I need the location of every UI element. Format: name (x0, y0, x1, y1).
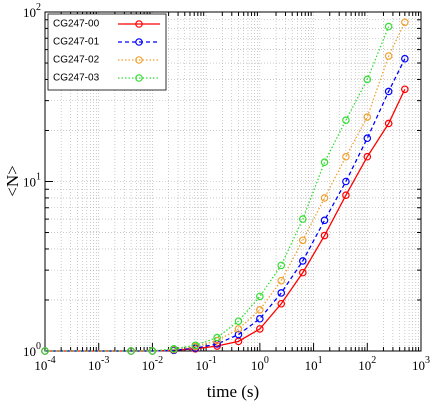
legend-marker (135, 38, 143, 46)
marker (363, 134, 372, 143)
marker (298, 257, 307, 265)
marker (363, 113, 372, 121)
y-tick-label: 102 (23, 2, 41, 20)
marker (213, 336, 221, 345)
marker (320, 194, 329, 202)
x-axis-label: time (s) (207, 382, 259, 401)
legend-label: CG247-02 (53, 55, 100, 66)
marker (213, 333, 221, 342)
x-tick-label: 100 (251, 355, 269, 373)
marker (342, 152, 350, 161)
marker (298, 215, 307, 223)
marker (127, 347, 135, 355)
marker (234, 317, 243, 325)
marker (363, 75, 372, 84)
legend-marker (135, 56, 143, 64)
marker (384, 22, 393, 31)
marker (342, 177, 350, 186)
plot-frame (44, 11, 422, 352)
legend-marker (135, 20, 143, 28)
marker (256, 306, 264, 314)
legend-label: CG247-03 (53, 73, 100, 84)
x-tick-label: 103 (412, 355, 430, 373)
marker (320, 158, 329, 166)
marker (277, 261, 286, 270)
x-tick-label: 102 (358, 355, 376, 373)
marker (320, 216, 329, 225)
marker (256, 325, 264, 333)
marker (298, 236, 307, 245)
legend-marker (135, 74, 143, 82)
y-tick-label: 101 (23, 172, 41, 190)
y-axis-label: <N> (3, 165, 22, 196)
marker (298, 268, 307, 277)
series-line (45, 26, 390, 352)
marker (234, 325, 243, 333)
marker (41, 347, 49, 355)
series-line (45, 58, 406, 352)
marker (256, 292, 264, 301)
marker (148, 347, 157, 355)
marker (256, 314, 264, 323)
marker (320, 231, 329, 240)
marker (277, 289, 286, 297)
x-tick-label: 10-2 (142, 355, 163, 373)
marker (384, 119, 393, 128)
x-tick-label: 101 (305, 355, 323, 373)
marker (342, 191, 350, 200)
marker (342, 116, 350, 124)
marker (170, 345, 178, 353)
marker (401, 85, 409, 94)
marker (384, 87, 393, 96)
marker (191, 341, 200, 350)
marker (401, 18, 409, 27)
marker (363, 152, 372, 161)
marker (401, 54, 409, 63)
x-tick-label: 10-3 (88, 355, 109, 373)
legend-label: CG247-01 (53, 37, 100, 48)
marker (277, 276, 286, 285)
marker (234, 330, 243, 339)
legend-box (47, 13, 167, 91)
x-tick-label: 10-4 (34, 355, 55, 373)
legend-label: CG247-00 (53, 19, 100, 30)
y-tick-label: 100 (23, 341, 41, 359)
series-line (45, 89, 406, 352)
x-tick-label: 10-1 (195, 355, 216, 373)
marker (384, 52, 393, 60)
marker (277, 299, 286, 308)
